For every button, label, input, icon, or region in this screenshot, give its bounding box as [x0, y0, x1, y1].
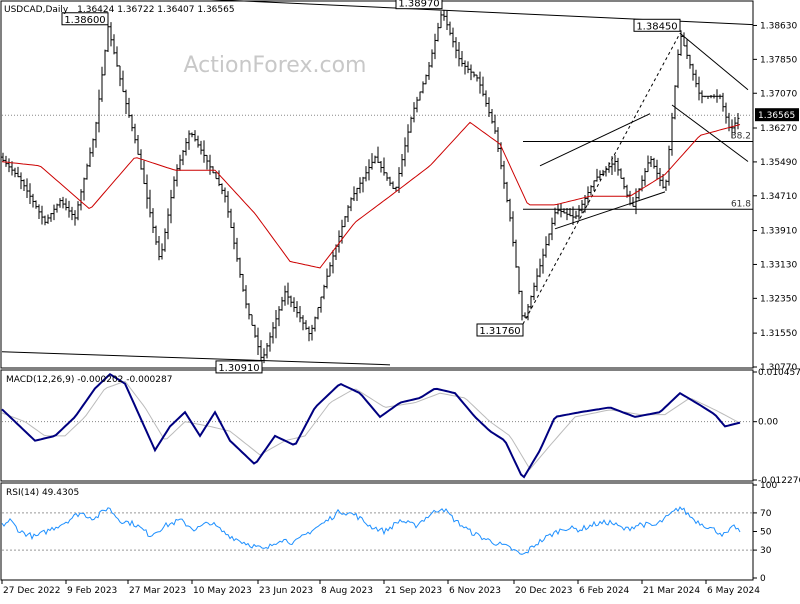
ohlc-values: 1.36424 1.36722 1.36407 1.36565	[77, 5, 234, 15]
date-tick-label: 27 Mar 2023	[129, 586, 186, 596]
price-panel-frame	[0, 0, 754, 369]
price-annotation: 1.38450	[636, 21, 677, 32]
price-annotation: 1.38600	[64, 15, 105, 26]
macd-panel-frame	[0, 369, 754, 482]
fib-level-label: 61.8	[731, 199, 751, 209]
current-price-marker	[755, 108, 799, 122]
date-tick-label: 9 Feb 2023	[67, 586, 117, 596]
date-tick-label: 21 Sep 2023	[385, 586, 442, 596]
macd-tick-label: 0.00	[758, 418, 778, 428]
moving-average-line	[1, 121, 741, 269]
watermark: ActionForex.com	[184, 53, 367, 78]
date-tick-label: 10 May 2023	[193, 586, 252, 596]
upper-channel-line	[210, 0, 754, 26]
upper-rising-channel	[539, 113, 651, 167]
price-tick-label: 1.35490	[760, 158, 797, 168]
price-tick-label: 1.38630	[760, 21, 797, 31]
rsi-tick-label: 50	[760, 528, 772, 538]
date-tick-label: 20 Dec 2023	[515, 586, 573, 596]
price-label-box	[215, 360, 263, 374]
rising-dotted-trendline	[522, 33, 681, 325]
rsi-tick-label: 70	[760, 509, 772, 519]
rsi-title: RSI(14) 49.4305	[6, 488, 79, 498]
macd-tick-label: -0.012276	[758, 476, 800, 486]
axis-layer: 1.38630 1.37850 1.37070 1.36270 1.35490 1.347…	[1, 21, 800, 596]
price-tick-label: 1.37850	[760, 55, 797, 65]
price-tick-label: 1.32350	[760, 294, 797, 304]
price-label-box	[633, 18, 681, 32]
price-label-box	[61, 12, 109, 26]
price-annotation: 1.38970	[398, 0, 439, 10]
date-tick-label: 6 May 2024	[707, 586, 760, 596]
rsi-panel-frame	[0, 482, 754, 581]
price-tick-label: 1.30770	[760, 363, 797, 373]
macd-title: MACD(12,26,9) -0.000202 -0.000287	[6, 375, 172, 385]
macd-main-line	[1, 372, 741, 479]
chart-header: USDCAD,Daily 1.36424 1.36722 1.36407 1.3…	[4, 5, 235, 15]
macd-layer	[1, 372, 753, 479]
price-tick-label: 1.31550	[760, 329, 797, 339]
price-annotation: 1.31760	[479, 326, 520, 337]
price-label-box	[476, 323, 524, 337]
macd-signal-line	[1, 380, 741, 471]
price-layer: 38.2 61.8 1.38600 1.38970 1.38450 1.31760 1.30…	[1, 0, 754, 374]
price-annotation: 1.30910	[218, 363, 259, 374]
lower-falling-channel	[671, 104, 749, 162]
upper-falling-channel	[679, 32, 749, 91]
lower-channel-line	[1, 351, 391, 366]
rsi-line	[1, 506, 741, 555]
date-tick-label: 23 Jun 2023	[259, 586, 313, 596]
current-price-label: 1.36565	[758, 111, 795, 121]
symbol-label: USDCAD,Daily	[4, 5, 69, 15]
price-label-box	[395, 0, 443, 10]
date-tick-label: 21 Mar 2024	[643, 586, 700, 596]
date-tick-label: 8 Aug 2023	[321, 586, 373, 596]
fib-level-label: 38.2	[731, 131, 751, 141]
price-tick-label: 1.36270	[760, 124, 797, 134]
lower-rising-channel	[554, 191, 666, 230]
macd-tick-label: 0.010457	[758, 368, 800, 378]
price-tick-label: 1.34710	[760, 192, 797, 202]
date-tick-label: 6 Feb 2024	[579, 586, 630, 596]
rsi-tick-label: 30	[760, 546, 772, 556]
date-tick-label: 27 Dec 2022	[3, 586, 61, 596]
rsi-tick-label: 0	[760, 574, 766, 584]
price-tick-label: 1.33910	[760, 227, 797, 237]
rsi-layer	[1, 506, 753, 555]
price-tick-label: 1.33130	[760, 260, 797, 270]
price-tick-label: 1.37070	[760, 89, 797, 99]
date-tick-label: 6 Nov 2023	[449, 586, 501, 596]
rsi-tick-label: 100	[760, 481, 777, 491]
